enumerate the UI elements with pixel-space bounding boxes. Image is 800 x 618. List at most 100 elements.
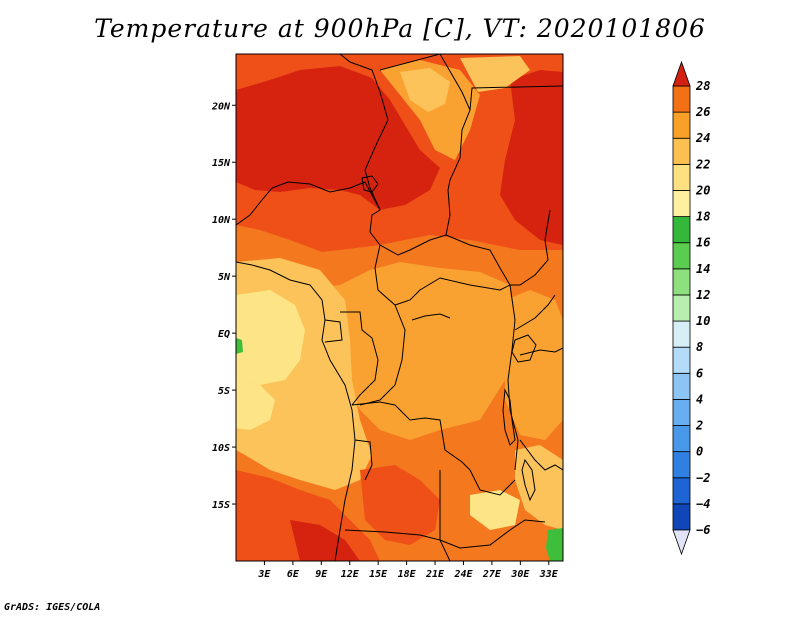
border-egypt-sudan xyxy=(469,85,563,111)
colorbar-label: 22 xyxy=(695,157,710,171)
border-great-lakes xyxy=(507,284,519,471)
software-credit: GrADS: IGES/COLA xyxy=(4,602,101,613)
lon-tick-label: 30E xyxy=(510,569,530,580)
border-angola-drc xyxy=(351,401,471,471)
region-18c-malawi xyxy=(515,445,563,530)
border-cameroon-congo xyxy=(340,311,379,406)
lake-victoria xyxy=(511,334,537,363)
country-borders xyxy=(236,54,563,561)
colorbar-segment xyxy=(672,163,691,191)
lon-tick-label: 24E xyxy=(453,569,473,580)
lat-tick-label: 10N xyxy=(212,215,231,226)
border-car-sudan xyxy=(445,234,511,286)
lon-tick-label: 27E xyxy=(482,569,502,580)
colorbar-label: −2 xyxy=(696,471,710,485)
colorbar-label: 24 xyxy=(695,131,710,145)
map-title: Temperature at 900hPa [C], VT: 202010180… xyxy=(94,14,706,43)
colorbar-segment xyxy=(672,372,691,400)
region-16c-south-atlantic xyxy=(236,380,275,430)
colorbar-segment xyxy=(672,294,691,322)
colorbar-segment xyxy=(672,137,691,165)
region-26c-west-sahel xyxy=(236,66,440,210)
colorbar-label: 0 xyxy=(696,445,703,459)
border-uganda-kenya xyxy=(514,294,556,331)
lon-tick-label: 9E xyxy=(315,569,328,580)
border-angola-west xyxy=(354,439,373,481)
region-14c-atlantic-patch xyxy=(236,338,243,354)
border-sudan-ethiopia xyxy=(510,209,551,286)
colorbar-label: −6 xyxy=(696,523,710,537)
lake-tanganyika xyxy=(502,388,516,446)
west-africa-coastline xyxy=(236,261,356,561)
colorbar-segment xyxy=(672,320,691,348)
colorbar-segment xyxy=(672,85,691,113)
colorbar-label: 8 xyxy=(696,340,703,354)
border-west-sahel xyxy=(236,181,381,226)
border-niger-chad xyxy=(339,54,389,211)
colorbar-label: 2 xyxy=(695,419,703,433)
axis-ticks: 3E 6E 9E 12E 15E 18E 21E 24E 27E 30E 33E 20N 15N 10N 5… xyxy=(211,101,559,580)
lake-chad xyxy=(361,175,379,193)
border-car-drc xyxy=(374,244,511,306)
lat-tick-label: 5N xyxy=(218,272,231,283)
border-tanzania-mozambique xyxy=(519,439,563,471)
region-16c-gulf-of-guinea xyxy=(236,290,305,385)
lon-tick-label: 3E xyxy=(257,569,271,580)
colorbar-label: 10 xyxy=(696,314,710,328)
colorbar-label: 28 xyxy=(695,79,710,93)
lon-tick-label: 12E xyxy=(341,569,360,580)
colorbar-label: 26 xyxy=(695,105,710,119)
colorbar-segment xyxy=(672,190,691,217)
colorbar-label: 16 xyxy=(696,236,710,250)
region-24c-southwest xyxy=(236,470,380,561)
lat-tick-label: 20N xyxy=(211,101,231,112)
border-kenya-tanzania xyxy=(519,347,563,356)
border-libya-chad-north xyxy=(379,54,441,71)
colorbar-segment xyxy=(672,216,691,244)
border-angola-namibia xyxy=(344,529,451,561)
colorbar-under-triangle xyxy=(672,529,691,556)
colorbar-label: −4 xyxy=(696,497,710,511)
lon-tick-label: 21E xyxy=(425,569,445,580)
colorbar-segment xyxy=(672,111,691,139)
lon-tick-label: 18E xyxy=(398,569,417,580)
border-congo-drc xyxy=(359,304,406,406)
lon-tick-label: 33E xyxy=(539,569,559,580)
colorbar-over-triangle xyxy=(672,60,691,87)
colorbar-label: 12 xyxy=(696,288,710,302)
border-chad-sudan-north xyxy=(439,54,471,191)
region-14c-southeast-patch xyxy=(546,528,563,561)
border-equatorial-guinea xyxy=(324,319,343,343)
colorbar-segment xyxy=(672,268,691,296)
region-26c-namibia xyxy=(290,520,360,561)
lon-tick-label: 6E xyxy=(287,569,300,580)
river-congo-segment xyxy=(411,313,451,321)
region-18c-tibesti-peak xyxy=(400,68,450,112)
colorbar-label: 18 xyxy=(696,210,710,224)
colorbar-segment xyxy=(672,503,691,531)
lake-malawi xyxy=(521,458,536,502)
colorbar-label: 14 xyxy=(696,262,710,276)
colorbar-segment xyxy=(672,425,691,453)
colorbar-segment xyxy=(672,242,691,270)
border-chad-car xyxy=(369,189,451,256)
lon-tick-label: 15E xyxy=(369,569,388,580)
colorbar-segment xyxy=(672,477,691,505)
colorbar-label: 20 xyxy=(695,183,710,197)
colorbar-label: 6 xyxy=(696,366,703,380)
border-zambia-zimbabwe xyxy=(439,519,546,549)
colorbar-segment xyxy=(672,399,691,426)
region-26c-east-sahel xyxy=(500,70,563,245)
lat-tick-label: 15N xyxy=(212,158,231,169)
temperature-field xyxy=(236,54,563,561)
region-24c-angola-south xyxy=(360,465,440,545)
lat-tick-label: 10S xyxy=(212,443,230,454)
colorbar-label: 4 xyxy=(696,392,703,406)
colorbar-segment xyxy=(672,451,691,479)
lat-tick-label: EQ xyxy=(218,329,230,340)
lat-tick-label: 15S xyxy=(212,500,230,511)
map-frame xyxy=(235,53,564,562)
